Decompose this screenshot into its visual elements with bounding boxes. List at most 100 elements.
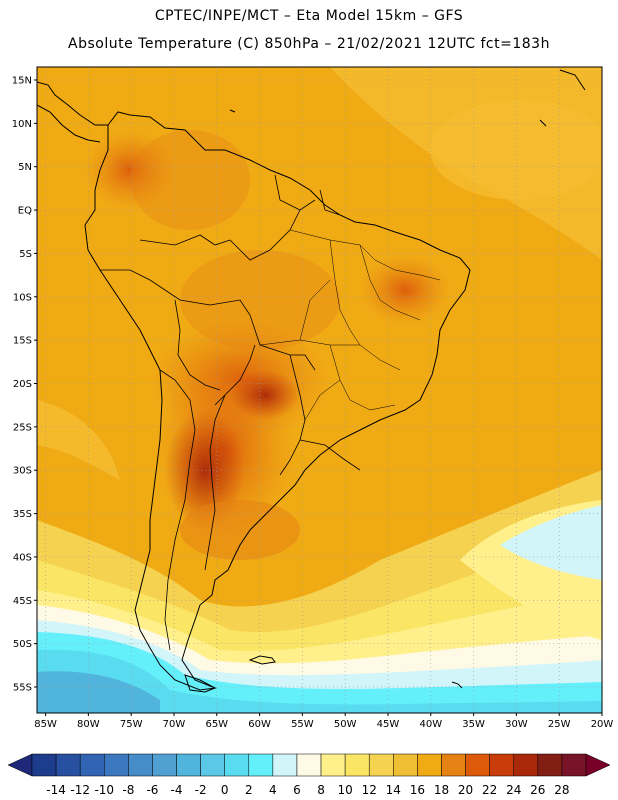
field-warm-brazil (180, 250, 340, 350)
colorbar-swatch (296, 753, 322, 777)
lat-label-50S: 50S (13, 639, 32, 650)
south-america-coastline (84, 111, 471, 691)
brazil-state-borders (259, 229, 441, 421)
colorbar-swatch (344, 753, 370, 777)
field-band-2 (37, 649, 602, 713)
colorbar-swatch (248, 753, 274, 777)
field-warm-venezuela (130, 130, 250, 230)
lon-label-70W: 70W (163, 719, 186, 730)
colorbar-label: -14 (46, 783, 66, 797)
lat-label-EQ: EQ (18, 206, 32, 217)
colorbar-swatch (152, 753, 177, 777)
colorbar-label: 22 (482, 783, 497, 797)
colorbar-label: -4 (171, 783, 183, 797)
longitude-labels: 85W 80W 75W 70W 65W 60W 55W 50W 45W 40W 35W 30W 25W 2… (34, 713, 613, 730)
lon-label-30W: 30W (505, 719, 528, 730)
temperature-field (37, 67, 602, 713)
lat-label-5N: 5N (18, 162, 32, 173)
colorbar-swatch (272, 753, 298, 777)
lat-label-45S: 45S (13, 596, 32, 607)
lat-label-10S: 10S (13, 292, 32, 303)
latitude-labels: 15N 10N 5N EQ 5S 10S 15S 20S 25S 30S 35S 40S 45S 50S 5… (12, 76, 37, 693)
lon-label-75W: 75W (120, 719, 143, 730)
colorbar-swatch (200, 753, 225, 777)
colorbar-label: 26 (530, 783, 545, 797)
lon-label-25W: 25W (548, 719, 571, 730)
lat-label-5S: 5S (19, 249, 32, 260)
colorbar-swatch (368, 753, 394, 777)
field-atlantic-cold (500, 505, 602, 580)
colorbar-swatch (561, 753, 587, 777)
colorbar-label: 6 (293, 783, 301, 797)
field-band-minus2 (37, 671, 160, 713)
lat-label-35S: 35S (13, 509, 32, 520)
lon-label-50W: 50W (334, 719, 357, 730)
colorbar-swatch (465, 753, 490, 777)
lat-label-20S: 20S (13, 379, 32, 390)
colorbar-labels: -14 -12 -10 -8 -6 -4 -2 0 2 4 6 8 10 12 14 16 18 20 22 24 26… (46, 783, 569, 797)
map-title-line-2: Absolute Temperature (C) 850hPa – 21/02/… (68, 36, 550, 52)
tierra-del-fuego (184, 674, 217, 693)
colorbar-swatch (320, 753, 346, 777)
coastlines (37, 69, 586, 693)
lon-label-40W: 40W (419, 719, 442, 730)
colorbar-label: 16 (410, 783, 425, 797)
lon-label-80W: 80W (77, 719, 100, 730)
falkland-islands (248, 655, 276, 665)
colorbar-swatch (393, 753, 418, 777)
map-title-line-1: CPTEC/INPE/MCT – Eta Model 15km – GFS (154, 8, 464, 24)
lat-label-15S: 15S (13, 336, 32, 347)
country-borders (100, 174, 361, 651)
colorbar-label: -6 (146, 783, 158, 797)
colorbar-swatch (176, 753, 201, 777)
colorbar-label: 4 (269, 783, 277, 797)
field-warm-pampas (180, 500, 300, 560)
colorbar-label: -2 (195, 783, 207, 797)
colorbar-label: 2 (245, 783, 253, 797)
map-frame (36, 66, 603, 714)
colorbar-swatch (128, 753, 153, 777)
colorbar-label: 12 (362, 783, 377, 797)
colorbar-low-arrow (7, 753, 33, 777)
lon-label-65W: 65W (205, 719, 228, 730)
lon-label-35W: 35W (462, 719, 485, 730)
colorbar-high-arrow (585, 753, 611, 777)
colorbar-label: 18 (434, 783, 449, 797)
colorbar-label: 14 (386, 783, 401, 797)
colorbar-swatch (537, 753, 563, 777)
lat-label-25S: 25S (13, 422, 32, 433)
colorbar-swatch (224, 753, 250, 777)
colorbar-label: -12 (70, 783, 90, 797)
colorbar-label: 10 (337, 783, 352, 797)
lon-label-85W: 85W (34, 719, 57, 730)
colorbar (7, 753, 611, 777)
lat-label-55S: 55S (13, 682, 32, 693)
colorbar-label: 8 (317, 783, 325, 797)
colorbar-swatch (55, 753, 81, 777)
south-georgia (451, 681, 463, 689)
colorbar-label: 0 (221, 783, 229, 797)
field-pacific-tongue (37, 400, 120, 480)
lat-label-40S: 40S (13, 552, 32, 563)
colorbar-label: 24 (506, 783, 521, 797)
colorbar-swatch (79, 753, 105, 777)
colorbar-label: 20 (458, 783, 473, 797)
colorbar-swatch (513, 753, 539, 777)
colorbar-swatch (489, 753, 514, 777)
caribbean-islands (229, 69, 586, 127)
field-warm-northeast (360, 255, 450, 325)
colorbar-label: -8 (122, 783, 134, 797)
lon-label-45W: 45W (377, 719, 400, 730)
lon-label-55W: 55W (291, 719, 314, 730)
colorbar-swatch (31, 753, 57, 777)
field-ocean-ne (430, 100, 602, 200)
colorbar-swatch (104, 753, 129, 777)
colorbar-swatch (417, 753, 442, 777)
lat-label-10N: 10N (12, 119, 32, 130)
central-america-coastline (37, 81, 108, 143)
field-hot-core-2 (230, 370, 300, 420)
colorbar-label: 28 (554, 783, 569, 797)
lat-label-15N: 15N (12, 76, 32, 87)
colorbar-label: -10 (94, 783, 114, 797)
